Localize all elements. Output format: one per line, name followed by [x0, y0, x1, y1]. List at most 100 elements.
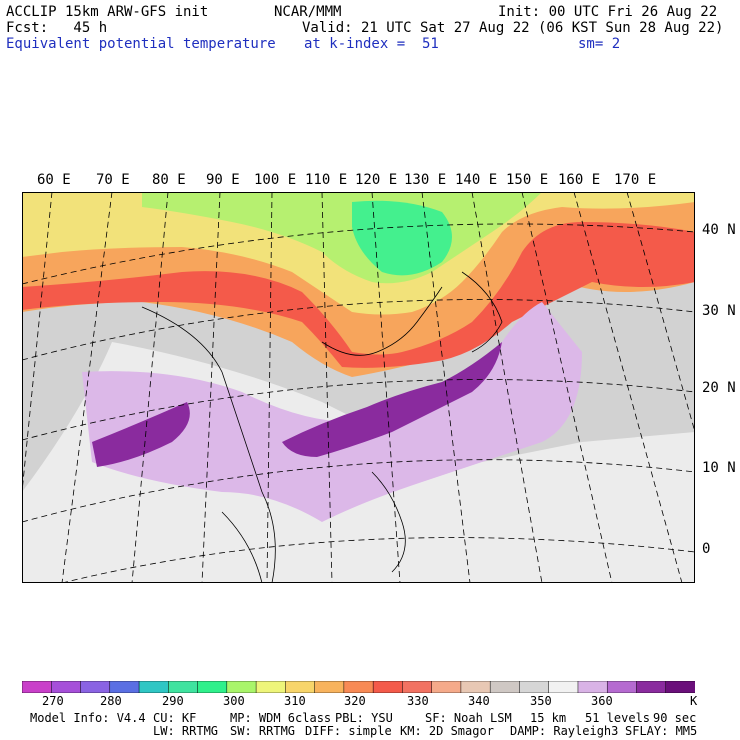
- graticule-lon: [131, 192, 169, 583]
- colorbar-tick: 320: [344, 694, 366, 708]
- footer-sw: SW: RRTMG: [230, 724, 296, 738]
- forecast-hour: Fcst: 45 h: [6, 20, 108, 36]
- colorbar-tick: 350: [530, 694, 552, 708]
- colorbar-swatch: [80, 681, 111, 693]
- colorbar-swatch: [314, 681, 345, 693]
- footer-resolution: 15 km: [530, 711, 567, 725]
- lon-label: 150 E: [506, 172, 549, 188]
- graticule-lon: [61, 192, 113, 583]
- footer-pbl: PBL: YSU: [335, 711, 393, 725]
- theta-e-map: [22, 192, 695, 583]
- colorbar-tick: 280: [100, 694, 122, 708]
- model-title: ACCLIP 15km ARW-GFS init: [6, 4, 209, 20]
- colorbar-tick: 340: [468, 694, 490, 708]
- lon-label: 160 E: [558, 172, 601, 188]
- colorbar-swatch: [606, 681, 638, 693]
- map-frame: [22, 192, 695, 583]
- colorbar-swatch: [372, 681, 404, 693]
- lon-label: 100 E: [254, 172, 297, 188]
- coastline-japan: [461, 271, 503, 353]
- footer-diff: DIFF: simple: [305, 724, 392, 738]
- footer-sflay: SFLAY: MM5: [625, 724, 698, 738]
- lat-label: 0: [702, 541, 711, 557]
- graticule-lat: [22, 459, 695, 523]
- colorbar-swatch: [285, 681, 316, 693]
- graticule-lon: [201, 192, 221, 583]
- footer-model-info: Model Info: V4.4: [30, 711, 146, 725]
- colorbar-swatch: [402, 681, 433, 693]
- valid-time: Valid: 21 UTC Sat 27 Aug 22 (06 KST Sun …: [302, 20, 724, 36]
- footer-mp: MP: WDM 6class: [230, 711, 332, 725]
- lon-label: 130 E: [404, 172, 447, 188]
- graticule-lon: [266, 192, 273, 583]
- colorbar-swatch: [460, 681, 491, 693]
- graticule-lon: [321, 192, 333, 583]
- colorbar: [22, 681, 695, 693]
- level-label: at k-index = 51: [304, 36, 439, 52]
- colorbar-tick: 310: [284, 694, 306, 708]
- colorbar-swatch: [109, 681, 140, 693]
- lat-label: 30 N: [702, 303, 736, 319]
- colorbar-swatch: [343, 681, 374, 693]
- graticule-lon: [573, 192, 683, 583]
- lon-label: 60 E: [37, 172, 71, 188]
- graticule-lat: [22, 223, 695, 285]
- colorbar-swatch: [577, 681, 608, 693]
- graticule-lat: [22, 299, 695, 361]
- producer-label: NCAR/MMM: [274, 4, 342, 20]
- footer-lw: LW: RRTMG: [153, 724, 219, 738]
- graticule-lon: [421, 192, 471, 583]
- graticule-lon: [371, 192, 401, 583]
- coastline: [321, 286, 443, 356]
- lon-label: 170 E: [614, 172, 657, 188]
- footer-km: KM: 2D Smagor: [400, 724, 494, 738]
- field-purple-bengal: [92, 402, 190, 467]
- field-name: Equivalent potential temperature: [6, 36, 276, 52]
- field-purple-pacific: [282, 342, 502, 457]
- colorbar-swatch: [255, 681, 287, 693]
- lon-label: 70 E: [96, 172, 130, 188]
- lon-label: 140 E: [455, 172, 498, 188]
- footer-levels: 51 levels: [585, 711, 651, 725]
- colorbar-swatch: [665, 681, 695, 693]
- lon-label: 120 E: [355, 172, 398, 188]
- colorbar-swatch: [197, 681, 228, 693]
- graticule-lat: [22, 379, 695, 441]
- graticule-lon: [22, 192, 53, 493]
- colorbar-swatch: [226, 681, 257, 693]
- graticule-lon: [471, 192, 543, 583]
- colorbar-swatch: [636, 681, 667, 693]
- lat-label: 10 N: [702, 460, 736, 476]
- lon-label: 80 E: [152, 172, 186, 188]
- colorbar-swatch: [519, 681, 550, 693]
- colorbar-swatch: [51, 681, 82, 693]
- coastline: [141, 306, 276, 583]
- lat-label: 40 N: [702, 222, 736, 238]
- colorbar-tick: 270: [42, 694, 64, 708]
- graticule-lon: [521, 192, 613, 583]
- smoothing-label: sm= 2: [578, 36, 621, 52]
- lon-label: 110 E: [305, 172, 348, 188]
- colorbar-tick: 300: [223, 694, 245, 708]
- colorbar-swatch: [168, 681, 199, 693]
- colorbar-swatch: [138, 681, 170, 693]
- colorbar-swatch: [548, 681, 579, 693]
- footer-timestep: 90 sec: [653, 711, 697, 725]
- graticule-lon: [626, 192, 695, 433]
- footer-cu: CU: KF: [153, 711, 197, 725]
- init-time: Init: 00 UTC Fri 26 Aug 22: [498, 4, 718, 20]
- lon-label: 90 E: [206, 172, 240, 188]
- graticule-lat: [61, 537, 695, 583]
- field-red-band: [22, 222, 695, 368]
- coastline: [221, 511, 263, 583]
- coastline-philippines: [371, 471, 406, 573]
- colorbar-tick: 290: [162, 694, 184, 708]
- lat-label: 20 N: [702, 380, 736, 396]
- colorbar-tick: 360: [591, 694, 613, 708]
- footer-damp: DAMP: Rayleigh3: [510, 724, 619, 738]
- footer-sf: SF: Noah LSM: [425, 711, 512, 725]
- colorbar-swatch: [489, 681, 521, 693]
- colorbar-swatch: [22, 681, 53, 693]
- colorbar-unit: K: [690, 694, 698, 708]
- colorbar-tick: 330: [407, 694, 429, 708]
